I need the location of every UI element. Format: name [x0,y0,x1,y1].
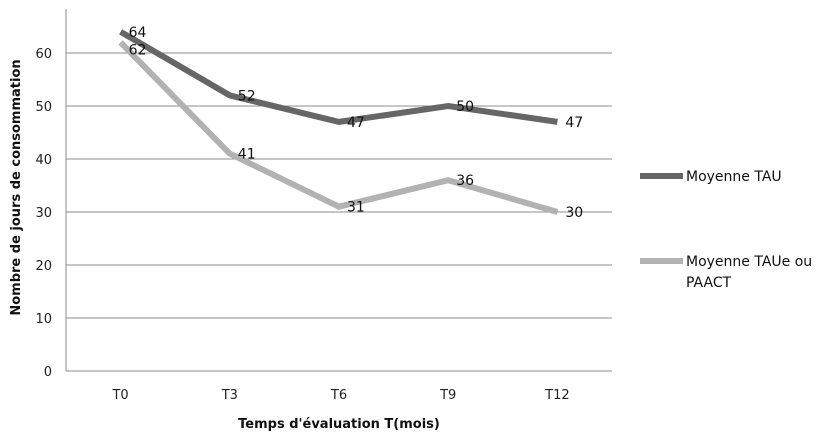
series-lines [118,29,559,215]
data-label-paact-t0: 62 [129,42,147,58]
y-tick-label-10: 10 [35,312,52,327]
x-axis-title: Temps d'évaluation T(mois) [238,417,440,432]
data-label-tau-t3: 52 [238,88,256,104]
x-tick-label-t0: T0 [111,388,128,403]
y-tick-label-50: 50 [35,100,52,115]
legend-label-line-2: PAACT [686,275,732,291]
legend-label-moyenne-tau: Moyenne TAU [686,169,782,185]
y-tick-label-60: 60 [35,47,52,62]
y-tick-label-40: 40 [35,153,52,168]
data-label-paact-t9: 36 [456,173,474,189]
legend-label-moyenne-taue-paact: Moyenne TAUe ou PAACT [686,254,812,291]
data-label-tau-t0: 64 [129,25,147,41]
legend: Moyenne TAU Moyenne TAUe ou PAACT [640,169,812,291]
data-label-paact-t3: 41 [238,147,256,163]
x-tick-label-t3: T3 [221,388,238,403]
data-label-paact-t6: 31 [347,200,365,216]
series-line-moyenne-tau [119,29,558,125]
x-tick-label-t12: T12 [544,388,569,403]
data-label-tau-t6: 47 [347,115,365,131]
data-label-paact-t12: 30 [565,205,583,221]
y-axis-ticks: 0 10 20 30 40 50 60 [35,47,52,380]
x-tick-label-t6: T6 [330,388,347,403]
gridlines [66,52,612,372]
data-label-tau-t12: 47 [565,115,583,131]
data-labels: 64 52 47 50 47 62 41 31 36 30 [129,25,584,221]
y-tick-label-20: 20 [35,259,52,274]
y-tick-label-30: 30 [35,206,52,221]
series-line-moyenne-taue-paact [118,40,559,215]
x-axis-ticks: T0 T3 T6 T9 T12 [111,388,569,403]
x-tick-label-t9: T9 [439,388,456,403]
y-tick-label-0: 0 [44,365,52,380]
y-axis-title: Nombre de jours de consommation [9,59,24,315]
data-label-tau-t9: 50 [456,99,474,115]
legend-label-line-1: Moyenne TAUe ou [686,254,812,270]
